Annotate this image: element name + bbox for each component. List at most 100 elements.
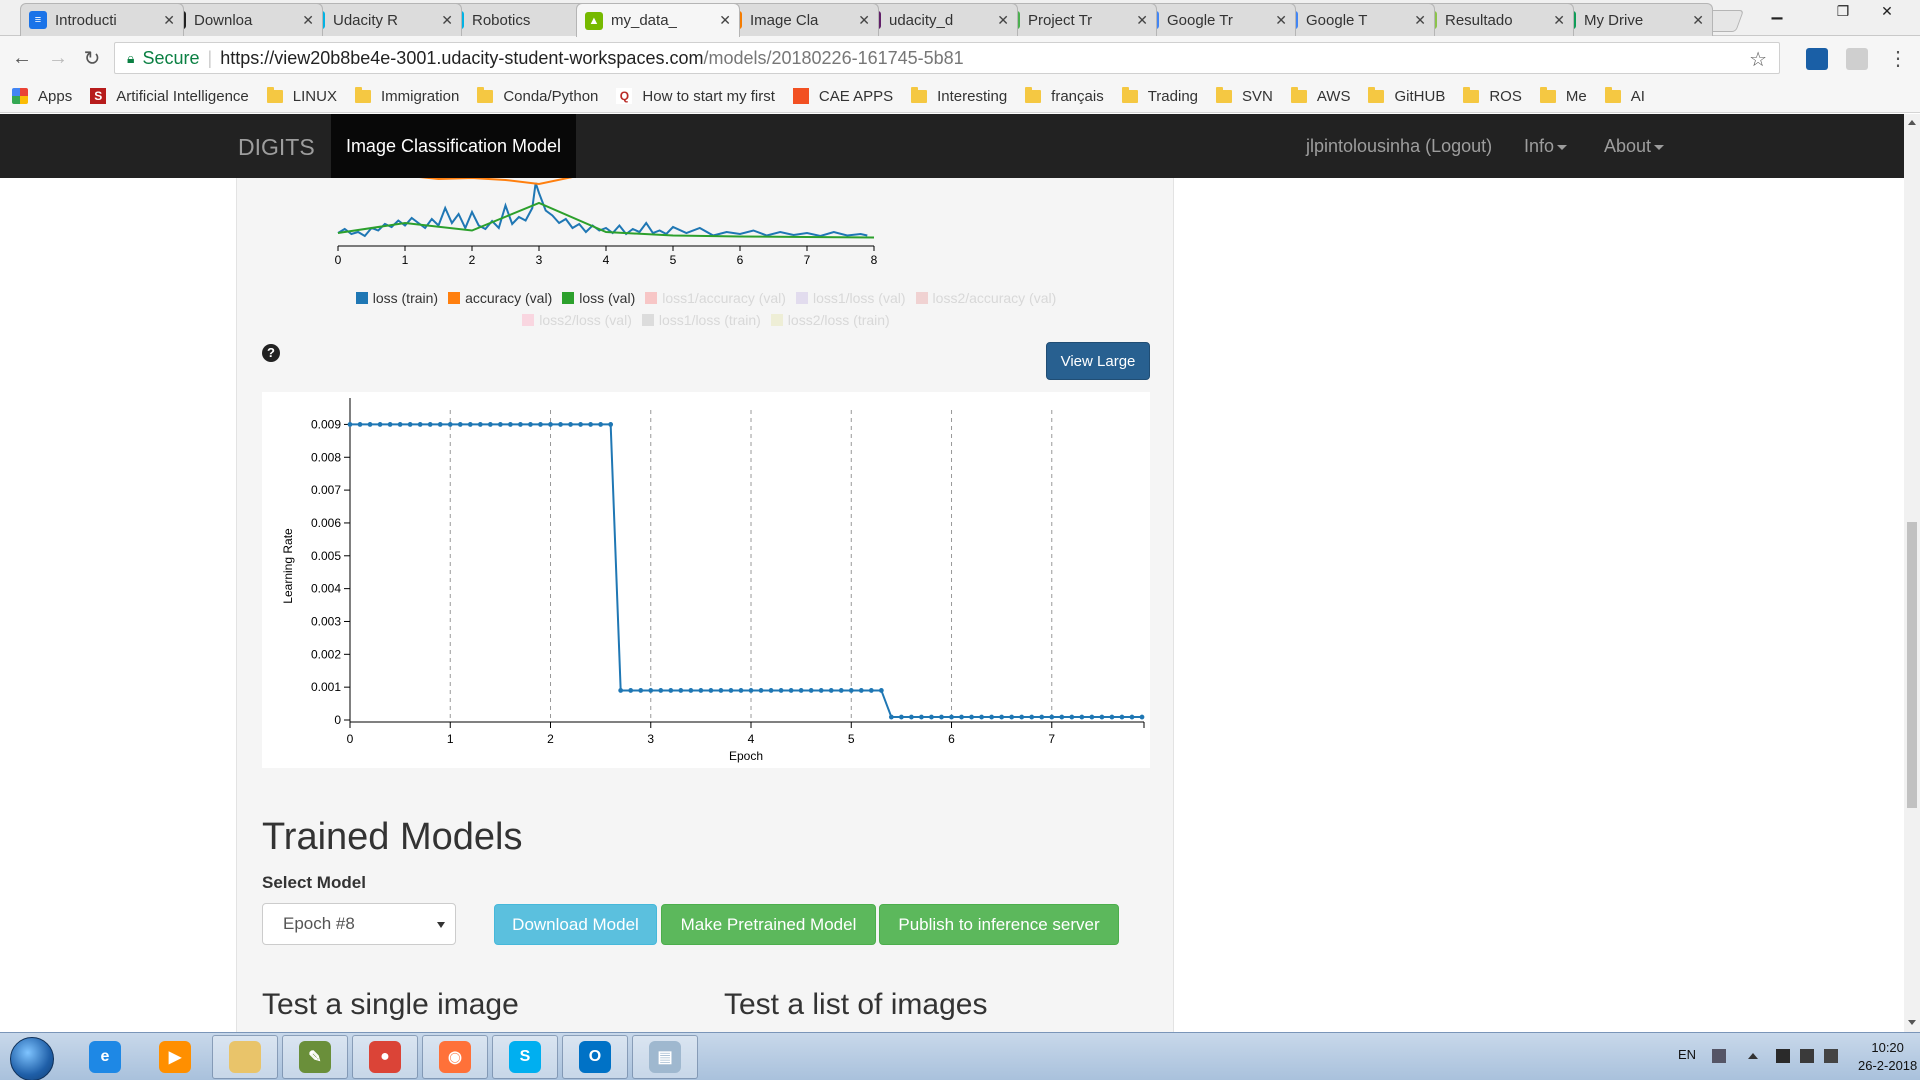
restore-icon[interactable]: ❐ [1836,2,1850,19]
flag-icon[interactable] [1776,1049,1790,1063]
taskbar-app[interactable]: O [562,1035,628,1079]
scroll-thumb[interactable] [1907,522,1917,808]
browser-tab[interactable]: PResultado✕ [1410,3,1574,36]
bookmark-item[interactable]: LINUX [266,86,337,105]
bookmark-item[interactable]: GitHUB [1368,86,1445,105]
browser-tab[interactable]: ▲ my_data_ ✕ [576,3,740,37]
extension-chart-icon[interactable] [1806,48,1828,70]
tab-close-icon[interactable]: ✕ [858,11,870,28]
bookmark-label: ROS [1489,87,1522,105]
view-large-button[interactable]: View Large [1046,342,1150,380]
tab-close-icon[interactable]: ✕ [1553,11,1565,28]
legend-item[interactable]: loss (val) [562,290,635,306]
taskbar-app[interactable]: ▤ [632,1035,698,1079]
address-bar[interactable]: 🔒︎ Secure | https://view20b8be4e-3001.ud… [114,42,1780,74]
forward-icon[interactable]: → [48,46,68,69]
browser-tab[interactable]: ≡ Introducti ✕ [20,3,184,36]
bookmark-item[interactable]: SVN [1216,86,1273,105]
publish-inference-button[interactable]: Publish to inference server [879,904,1119,945]
tab-close-icon[interactable]: ✕ [1136,11,1148,28]
reload-icon[interactable]: ↻ [83,47,101,70]
legend-item-hidden[interactable]: loss1/loss (val) [795,290,906,306]
legend-item-hidden[interactable]: loss1/accuracy (val) [645,290,786,306]
bookmark-item[interactable]: Conda/Python [477,86,598,105]
model-select[interactable]: Epoch #8 [262,903,456,945]
browser-tab[interactable]: GGoogle Tr✕ [1132,3,1296,36]
legend-item-hidden[interactable]: loss1/loss (train) [641,312,761,328]
tab-close-icon[interactable]: ✕ [1414,11,1426,28]
legend-item[interactable]: loss (train) [355,290,438,306]
bookmark-item[interactable]: Me [1539,86,1587,105]
tab-title: Project Tr [1028,11,1093,29]
legend-item-hidden[interactable]: loss2/accuracy (val) [915,290,1056,306]
bookmark-star-icon[interactable]: ☆ [1749,49,1767,71]
taskbar-app[interactable]: ✎ [282,1035,348,1079]
internet-explorer-icon: e [89,1041,121,1073]
taskbar-app[interactable] [212,1035,278,1079]
legend-item[interactable]: accuracy (val) [448,290,552,306]
bookmark-item[interactable]: AI [1604,86,1645,105]
tab-close-icon[interactable]: ✕ [1275,11,1287,28]
taskbar-app[interactable]: ● [352,1035,418,1079]
tab-close-icon[interactable]: ✕ [302,11,314,28]
bookmark-item[interactable]: AWS [1290,86,1350,105]
taskbar-app[interactable]: ◉ [422,1035,488,1079]
dropdown-arrow-icon [437,922,445,928]
learning-rate-point [1039,714,1045,720]
bookmark-item[interactable]: S Artificial Intelligence [90,88,249,105]
bookmark-item[interactable]: Trading [1121,86,1198,105]
taskbar-app[interactable]: S [492,1035,558,1079]
network-icon[interactable] [1800,1049,1814,1063]
minimize-icon[interactable]: ▁ [1771,2,1783,19]
tab-close-icon[interactable]: ✕ [997,11,1009,28]
info-menu[interactable]: Info [1524,136,1568,157]
site-favicon-icon: S [90,88,107,104]
download-model-button[interactable]: Download Model [494,904,657,945]
learning-rate-point [367,422,373,427]
bookmark-item[interactable]: Interesting [911,86,1007,105]
scroll-down-icon[interactable] [1908,1020,1916,1025]
legend-swatch [355,292,368,304]
logout-link[interactable]: jlpintolousinha (Logout) [1306,136,1493,156]
learning-rate-point [979,714,984,720]
start-button[interactable] [10,1037,54,1080]
tab-close-icon[interactable]: ✕ [441,11,453,28]
legend-item-hidden[interactable]: loss2/loss (train) [770,312,890,328]
help-icon[interactable]: ? [262,344,280,362]
make-pretrained-model-button[interactable]: Make Pretrained Model [661,904,876,945]
learning-rate-point [1109,714,1115,720]
bookmark-item[interactable]: français [1025,86,1104,105]
taskbar-app[interactable]: ▶ [142,1035,208,1079]
tab-close-icon[interactable]: ✕ [719,12,731,28]
menu-icon[interactable]: ⋮ [1888,47,1908,70]
learning-rate-point [838,688,844,693]
keyboard-icon[interactable] [1712,1049,1726,1063]
language-indicator[interactable]: EN [1678,1047,1697,1062]
y-tick-label: 0.001 [311,680,341,694]
bookmark-item[interactable]: ROS [1463,86,1522,105]
url-host: https://view20b8be4e-3001.udacity-studen… [220,47,704,68]
brand-link[interactable]: DIGITS [238,134,315,160]
taskbar-app[interactable]: e [72,1035,138,1079]
page-scrollbar[interactable] [1904,114,1920,1032]
x-tick-label: 1 [402,253,409,267]
close-window-icon[interactable]: ✕ [1881,2,1893,19]
extension-pdf-icon[interactable] [1846,48,1868,70]
about-menu[interactable]: About [1604,136,1665,157]
bookmark-item[interactable]: Immigration [354,86,459,105]
back-icon[interactable]: ← [12,46,32,69]
scroll-up-icon[interactable] [1908,120,1916,125]
bookmark-item[interactable]: Apps [12,88,72,105]
show-hidden-icons-icon[interactable] [1748,1053,1758,1059]
tab-title: Google Tr [1167,11,1233,29]
tab-close-icon[interactable]: ✕ [163,11,175,28]
x-tick-label: 2 [469,253,476,267]
bookmark-item[interactable]: CAE APPS [792,88,893,105]
learning-rate-point [487,422,493,427]
bookmark-item[interactable]: Q How to start my first [616,88,775,105]
tab-close-icon[interactable]: ✕ [1692,11,1704,28]
volume-icon[interactable] [1824,1049,1838,1063]
legend-item-hidden[interactable]: loss2/loss (val) [522,312,632,328]
nav-item-image-classification-model[interactable]: Image Classification Model [331,114,576,178]
clock[interactable]: 10:20 26-2-2018 [1858,1039,1917,1075]
